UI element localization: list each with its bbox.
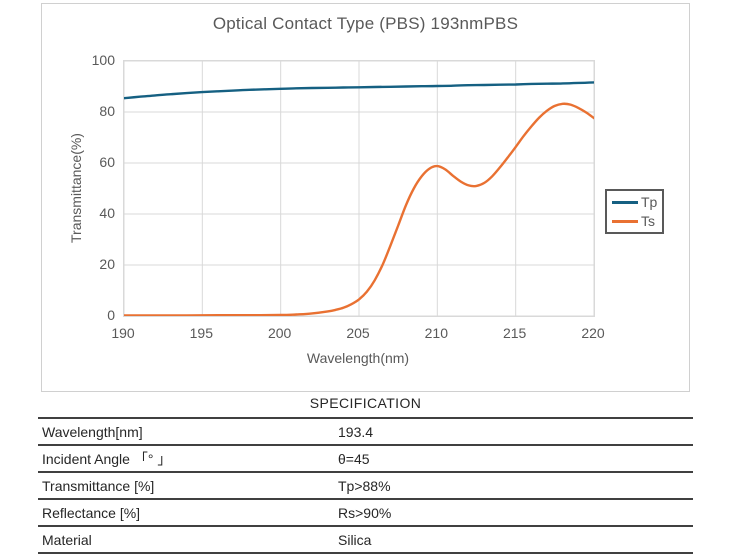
x-tick-label: 205 [346, 325, 370, 341]
spec-row-label: Material [42, 531, 92, 548]
legend-item-tp: Tp [612, 195, 657, 209]
table-row: Material Silica [38, 526, 693, 553]
spec-row-label: Incident Angle 「° 」 [42, 450, 172, 467]
spec-row-value: Rs>90% [338, 504, 392, 521]
table-row: Reflectance [%] Rs>90% [38, 499, 693, 526]
x-tick-label: 195 [189, 325, 213, 341]
x-axis-title: Wavelength(nm) [306, 350, 410, 366]
table-row: Transmittance [%] Tp>88% [38, 472, 693, 499]
y-tick-label: 60 [99, 154, 115, 170]
y-axis-title: Transmittance(%) [68, 133, 84, 243]
spec-row-value: 193.4 [338, 423, 374, 440]
chart-panel: Optical Contact Type (PBS) 193nmPBS Tran… [41, 3, 690, 392]
table-row: Incident Angle 「° 」 θ=45 [38, 445, 693, 472]
series-line-ts [124, 102, 594, 316]
legend-label-tp: Tp [641, 194, 658, 210]
y-tick-label: 0 [107, 307, 115, 323]
y-tick-label: 100 [91, 52, 115, 68]
legend-item-ts: Ts [612, 214, 657, 228]
x-tick-label: 190 [111, 325, 135, 341]
chart-legend: Tp Ts [605, 189, 665, 234]
spec-row-label: Wavelength[nm] [42, 423, 143, 440]
ts-line-swatch [612, 219, 638, 223]
y-tick-label: 80 [99, 103, 115, 119]
line-chart [124, 61, 594, 316]
legend-label-ts: Ts [641, 213, 655, 229]
series-line-tp [124, 81, 594, 100]
spec-row-label: Reflectance [%] [42, 504, 141, 521]
plot-area [123, 60, 595, 317]
tp-line-swatch [612, 200, 638, 204]
specification-table: Wavelength[nm] 193.4 Incident Angle 「° 」… [38, 417, 693, 554]
spec-row-value: θ=45 [338, 450, 370, 467]
y-tick-label: 20 [99, 256, 115, 272]
spec-row-value: Silica [338, 531, 372, 548]
specification-title: SPECIFICATION [309, 395, 422, 411]
x-tick-label: 210 [424, 325, 448, 341]
spec-row-label: Transmittance [%] [42, 477, 155, 494]
x-tick-label: 215 [502, 325, 527, 341]
table-row: Wavelength[nm] 193.4 [38, 418, 693, 445]
specification-section: SPECIFICATION Wavelength[nm] 193.4 Incid… [38, 395, 693, 554]
x-tick-label: 220 [581, 325, 605, 341]
spec-row-value: Tp>88% [338, 477, 391, 494]
chart-title: Optical Contact Type (PBS) 193nmPBS [212, 14, 519, 33]
x-tick-label: 200 [267, 325, 292, 341]
y-tick-label: 40 [99, 205, 115, 221]
